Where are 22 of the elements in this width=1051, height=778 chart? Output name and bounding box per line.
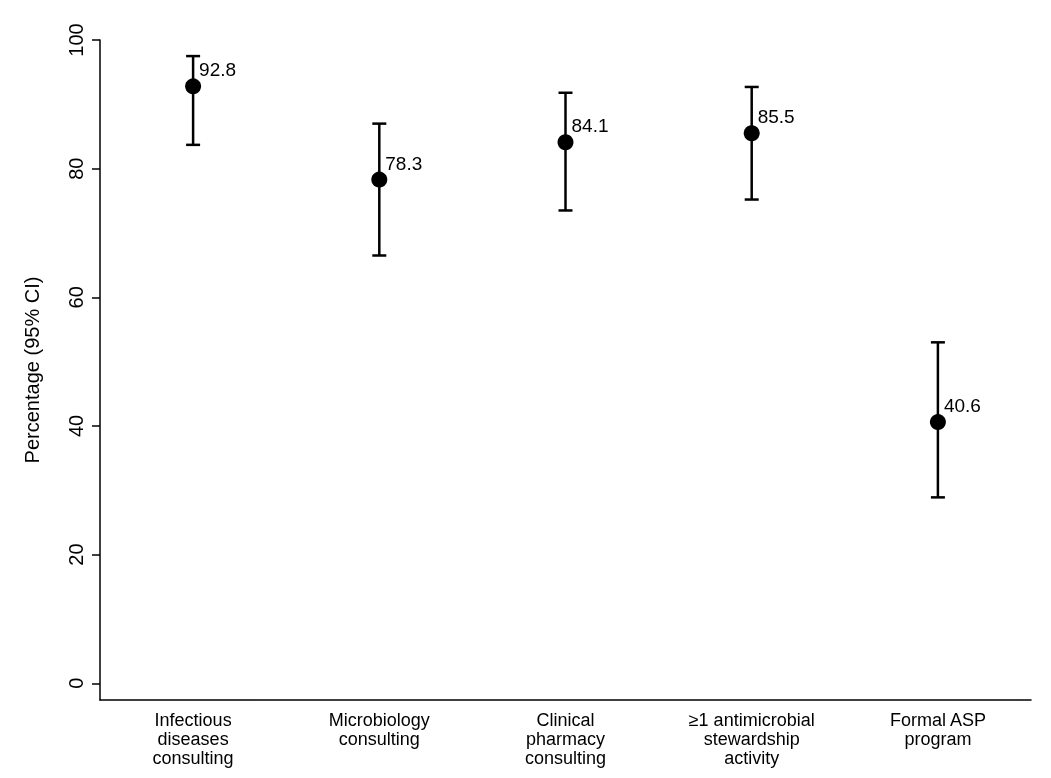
y-tick-label: 80 xyxy=(65,157,87,180)
y-tick-label: 40 xyxy=(65,414,87,438)
point xyxy=(371,171,388,188)
data-label: 84.1 xyxy=(571,115,609,137)
x-tick-label: Microbiology consulting xyxy=(328,709,430,749)
y-tick-label: 0 xyxy=(65,677,87,689)
data-label: 40.6 xyxy=(943,395,981,417)
point xyxy=(557,134,574,151)
y-tick-label: 60 xyxy=(65,286,87,309)
data-label: 78.3 xyxy=(385,152,423,174)
x-tick-label: Clinical pharmacy consulting xyxy=(524,709,607,768)
y-axis-title: Percentage (95% CI) xyxy=(21,276,43,464)
y-tick-label: 20 xyxy=(65,543,87,566)
point xyxy=(929,414,946,431)
x-tick-label: Infectious diseases consulting xyxy=(152,709,234,768)
point xyxy=(185,78,202,95)
x-tick-label: ≥1 antimicrobial stewardship activity xyxy=(688,709,815,768)
data-label: 92.8 xyxy=(199,59,237,81)
data-label: 85.5 xyxy=(757,106,795,128)
point xyxy=(743,125,760,142)
y-tick-label: 100 xyxy=(65,23,87,57)
x-tick-label: Formal ASP program xyxy=(889,709,986,749)
